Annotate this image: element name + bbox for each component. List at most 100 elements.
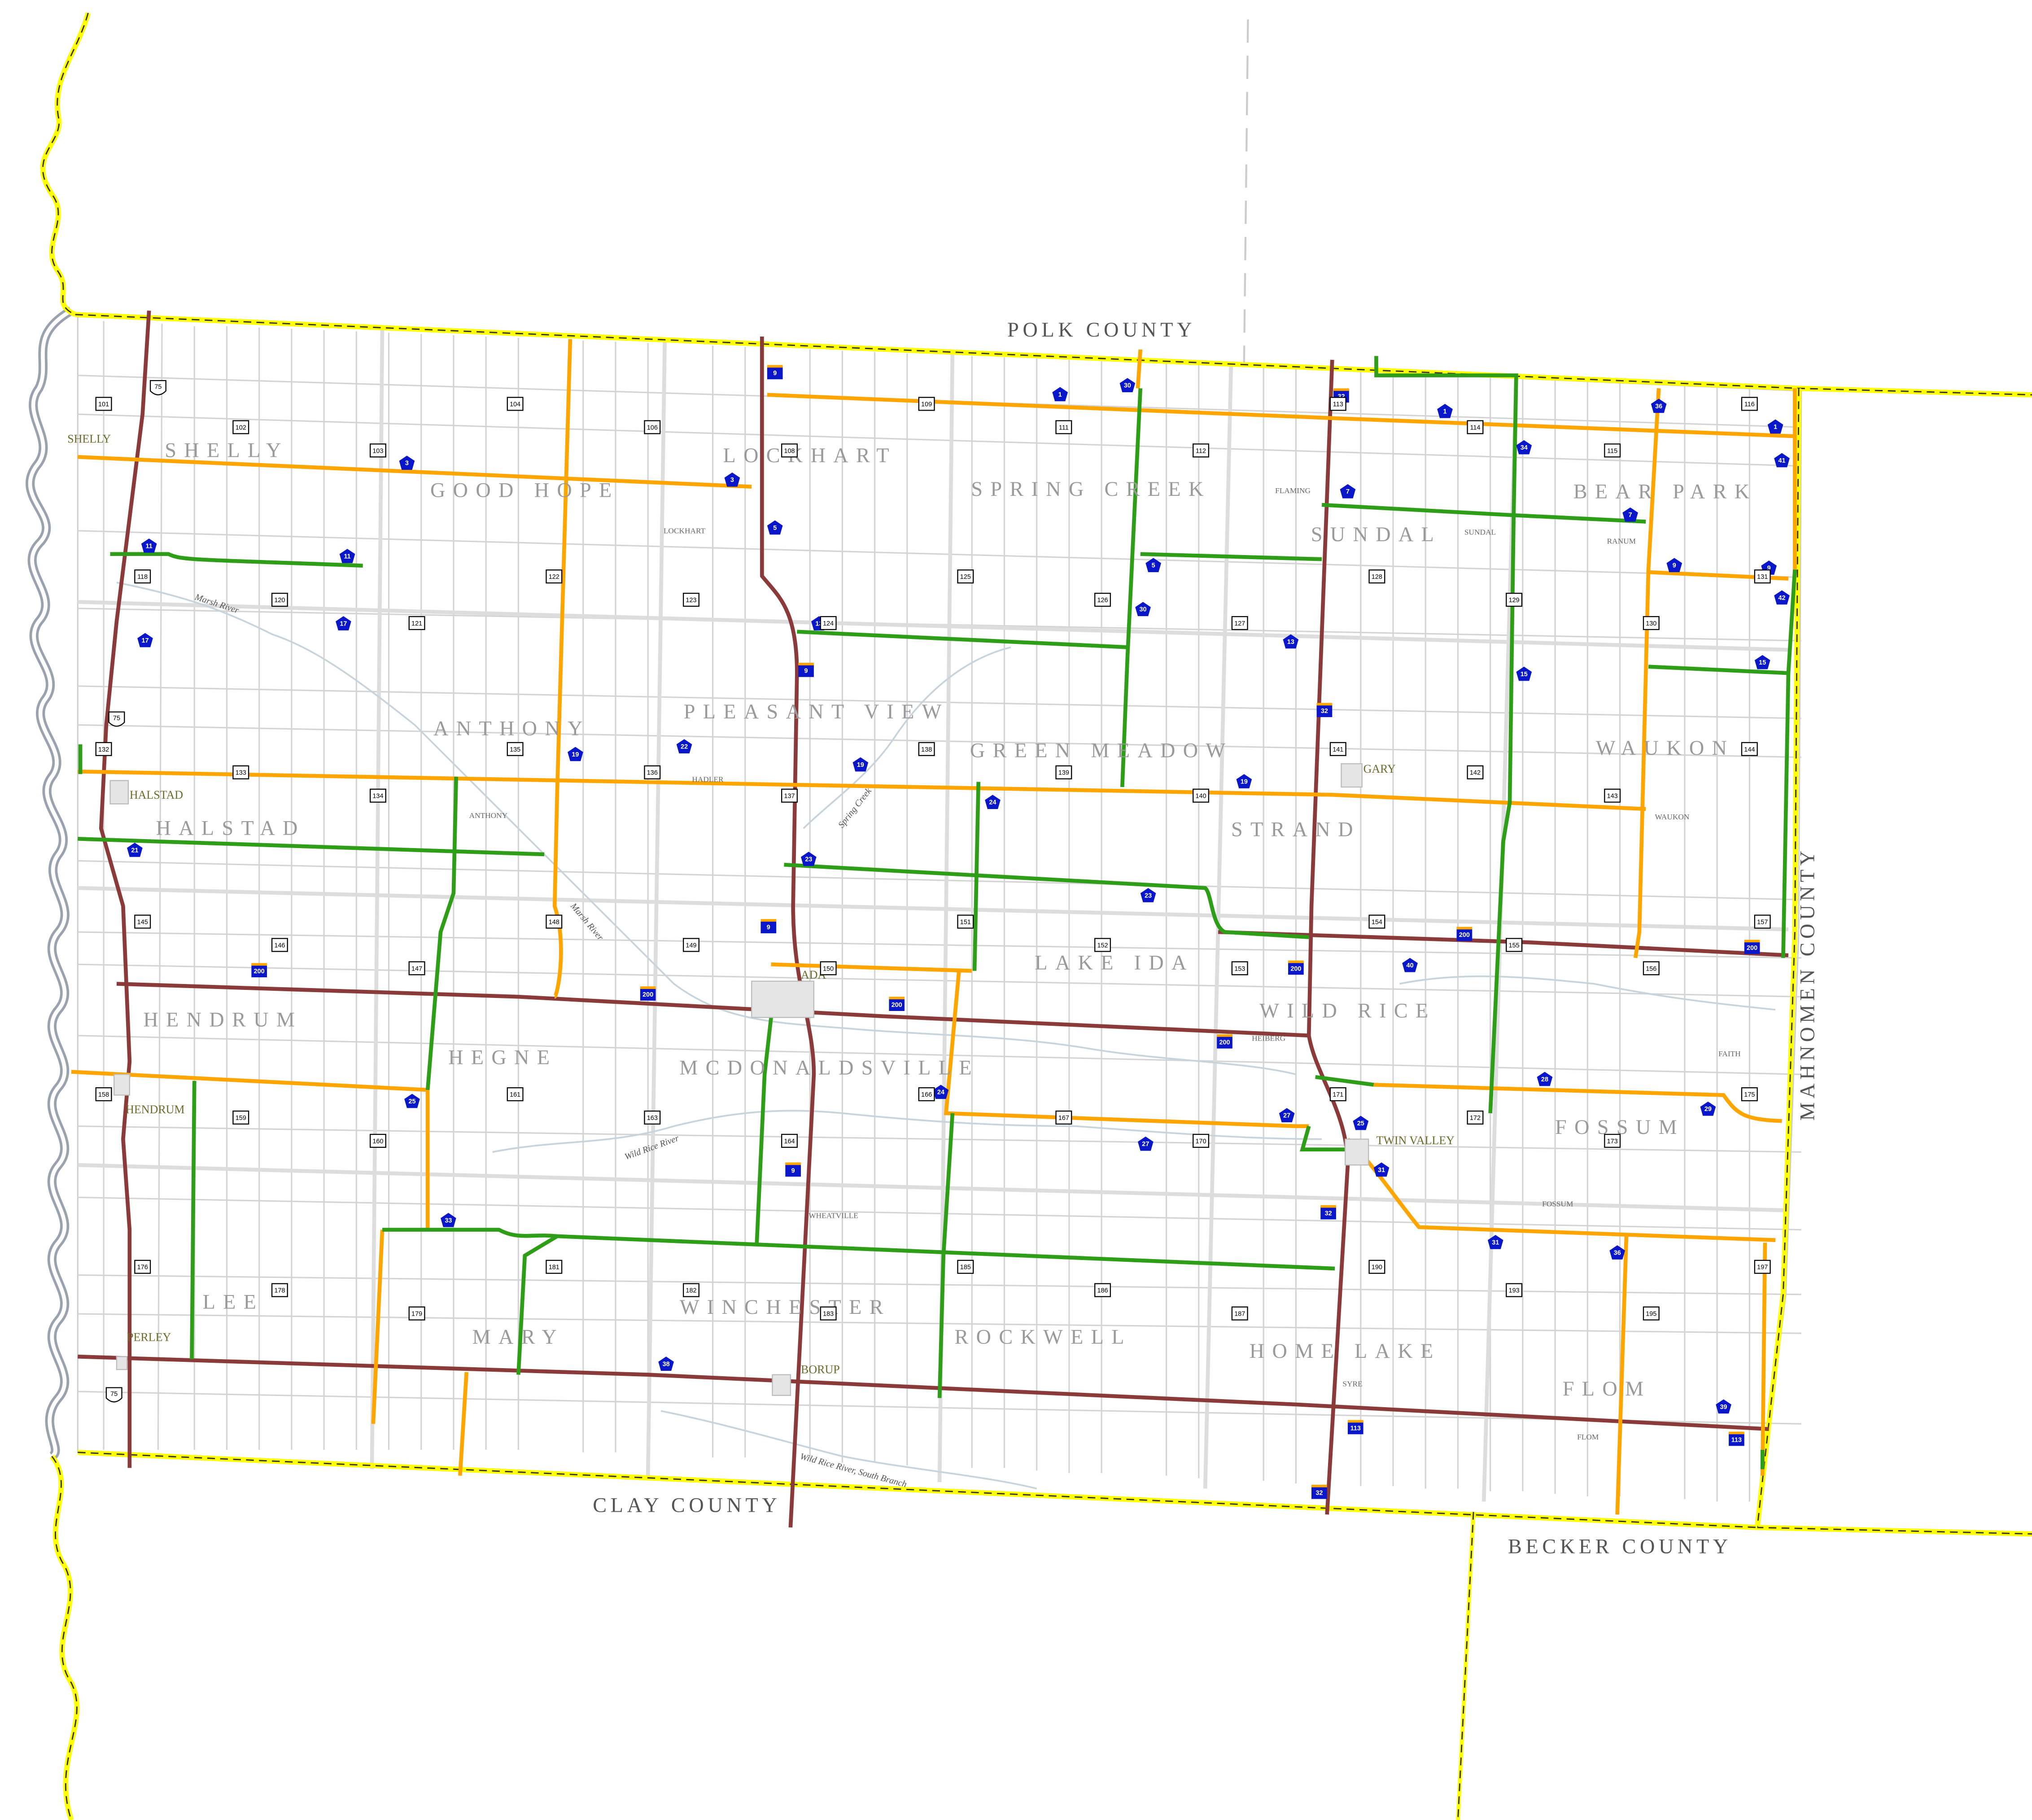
csah-17-shield: 17 (137, 633, 153, 648)
county-road-label: 193 (1509, 1287, 1520, 1295)
twp-shelly: SHELLY (165, 438, 288, 461)
state-highway-200-shield: 200 (1288, 960, 1304, 975)
county-road-118-shield: 118 (134, 569, 151, 584)
csah-17-shield: 17 (336, 616, 351, 630)
csah-label: 31 (1378, 1167, 1385, 1174)
county-road-label: 161 (510, 1091, 520, 1098)
county-road-label: 106 (647, 424, 658, 431)
state-highway-9-shield: 9 (785, 1162, 801, 1177)
county-road-label: 163 (647, 1115, 658, 1122)
csah-label: 19 (857, 761, 864, 769)
county-road-label: 130 (1646, 620, 1656, 627)
us-highway-label: 75 (154, 384, 162, 391)
county-road-label: 113 (1333, 401, 1343, 408)
county-road-label: 153 (1234, 965, 1245, 972)
county-road-label: 176 (137, 1264, 148, 1271)
csah-30-shield: 30 (1119, 378, 1136, 393)
state-highway-200-shield: 200 (1456, 927, 1473, 941)
county-road-label: 181 (549, 1264, 559, 1271)
csah-label: 42 (1779, 595, 1786, 602)
csah-gravel (78, 356, 1797, 1470)
csah-label: 24 (989, 799, 996, 806)
twp-sundal: SUNDAL (1311, 523, 1442, 546)
township-boundaries (78, 326, 1789, 1502)
county-road-173-shield: 173 (1604, 1133, 1621, 1148)
twp-mcdonaldsville: MCDONALDSVILLE (679, 1056, 979, 1079)
csah-36-shield: 36 (1651, 398, 1667, 413)
county-road-150-shield: 150 (820, 961, 837, 976)
county-road-129-shield: 129 (1506, 593, 1523, 607)
state-highway-9-shield: 9 (767, 365, 783, 380)
csah-label: 19 (1241, 778, 1248, 785)
county-road-label: 129 (1509, 597, 1520, 604)
csah-label: 24 (937, 1089, 944, 1096)
county-road-135-shield: 135 (507, 742, 524, 756)
state-highway-label: 32 (1315, 1490, 1323, 1497)
county-road-156-shield: 156 (1643, 961, 1660, 976)
twp-green-meadow: GREEN MEADOW (970, 739, 1233, 762)
state-highway-113-shield: 113 (1729, 1431, 1744, 1446)
csah-23-shield: 23 (801, 852, 817, 866)
twp-spring-creek: SPRING CREEK (971, 477, 1211, 500)
csah-label: 1 (1443, 408, 1447, 415)
county-road-112-shield: 112 (1193, 443, 1210, 458)
county-road-114-shield: 114 (1467, 420, 1484, 434)
county-road-label: 149 (686, 942, 696, 949)
csah-label: 15 (1521, 671, 1528, 678)
county-road-197-shield: 197 (1754, 1260, 1771, 1274)
county-road-121-shield: 121 (408, 616, 425, 630)
county-road-153-shield: 153 (1231, 961, 1248, 976)
county-road-138-shield: 138 (918, 742, 935, 756)
county-road-125-shield: 125 (957, 569, 974, 584)
county-road-154-shield: 154 (1368, 914, 1385, 929)
county-road-label: 125 (960, 573, 971, 581)
county-road-label: 158 (98, 1091, 109, 1098)
county-road-132-shield: 132 (95, 742, 112, 756)
twp-home-lake: HOME LAKE (1250, 1339, 1441, 1362)
county-road-label: 147 (411, 965, 422, 972)
county-road-139-shield: 139 (1055, 765, 1072, 779)
county-road-label: 142 (1470, 770, 1481, 777)
place-heiberg: HEIBERG (1252, 1034, 1285, 1042)
csah-36-shield: 36 (1609, 1245, 1626, 1260)
county-road-186-shield: 186 (1094, 1283, 1111, 1297)
county-road-161-shield: 161 (507, 1087, 524, 1102)
twp-lake-ida: LAKE IDA (1035, 951, 1194, 974)
csah-label: 7 (1629, 512, 1632, 519)
county-road-label: 128 (1372, 573, 1382, 581)
twp-flom: FLOM (1563, 1377, 1652, 1400)
state-highway-200-shield: 200 (251, 963, 267, 978)
csah-label: 36 (1614, 1249, 1621, 1256)
county-road-144-shield: 144 (1741, 742, 1758, 756)
county-road-157-shield: 157 (1754, 914, 1771, 929)
county-road-101-shield: 101 (95, 397, 112, 411)
county-road-label: 150 (823, 965, 834, 972)
county-road-label: 156 (1646, 965, 1656, 972)
csah-label: 19 (572, 751, 579, 758)
county-road-152-shield: 152 (1094, 938, 1111, 952)
csah-34-shield: 34 (1516, 440, 1532, 455)
county-road-label: 140 (1196, 793, 1206, 800)
csah-3-shield: 3 (399, 455, 415, 470)
city-shelly: SHELLY (67, 433, 111, 446)
county-road-label: 131 (1757, 573, 1768, 581)
county-road-label: 123 (686, 597, 696, 604)
csah-33-shield: 33 (441, 1213, 456, 1227)
city-blocks (109, 763, 1369, 1396)
csah-label: 17 (141, 637, 149, 644)
csah-label: 23 (805, 856, 812, 863)
csah-label: 1 (1774, 424, 1777, 431)
county-road-176-shield: 176 (134, 1260, 151, 1274)
county-road-181-shield: 181 (546, 1260, 563, 1274)
csah-label: 34 (1521, 444, 1528, 451)
csah-22-shield: 22 (676, 739, 692, 753)
us-highway-75-shield: 75 (105, 1387, 122, 1403)
county-road-label: 190 (1372, 1264, 1382, 1271)
county-road-label: 143 (1607, 793, 1618, 800)
csah-label: 41 (1779, 457, 1786, 464)
csah-label: 28 (1541, 1076, 1548, 1083)
csah-label: 13 (1287, 639, 1294, 646)
county-road-128-shield: 128 (1368, 569, 1385, 584)
csah-9-shield: 9 (1666, 558, 1682, 573)
red-river (26, 306, 74, 1461)
